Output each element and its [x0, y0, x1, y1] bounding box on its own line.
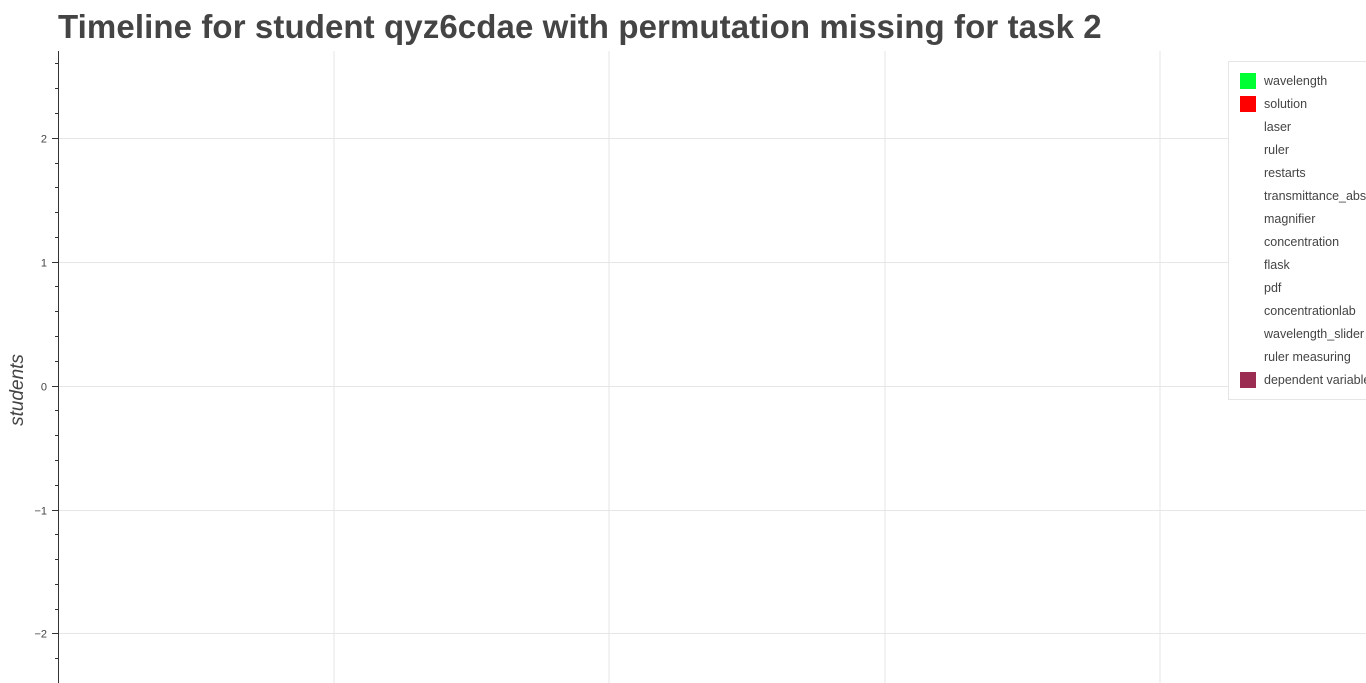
legend-label: magnifier: [1264, 212, 1316, 226]
legend-item[interactable]: ruler measuring: [1240, 348, 1351, 366]
legend-swatch: [1240, 234, 1256, 250]
legend-swatch: [1240, 211, 1256, 227]
legend-label: solution: [1264, 97, 1308, 111]
y-tick-label-0: −2: [34, 629, 47, 641]
legend-item[interactable]: laser: [1240, 118, 1291, 136]
legend-label: dependent variable: [1264, 373, 1366, 387]
legend-item[interactable]: pdf: [1240, 279, 1281, 297]
legend-label: concentration: [1264, 235, 1340, 249]
legend-swatch: [1240, 372, 1256, 388]
legend-label: ruler: [1264, 143, 1290, 157]
y-tick-label-2: 0: [41, 382, 47, 394]
legend-swatch: [1240, 73, 1256, 89]
legend-item[interactable]: transmittance_absorbance: [1240, 187, 1366, 205]
legend-label: ruler measuring: [1264, 350, 1351, 364]
legend-swatch: [1240, 349, 1256, 365]
legend-swatch: [1240, 165, 1256, 181]
legend-item[interactable]: dependent variable: [1240, 371, 1366, 389]
y-tick-label-3: 1: [41, 258, 47, 270]
legend-label: wavelength_slider: [1264, 327, 1365, 341]
legend-label: pdf: [1264, 281, 1282, 295]
legend-item[interactable]: concentrationlab: [1240, 302, 1356, 320]
legend-swatch: [1240, 257, 1256, 273]
y-tick-label-1: −1: [34, 506, 47, 518]
legend-swatch: [1240, 303, 1256, 319]
legend: wavelength solution laser ruler restarts tran…: [1228, 61, 1366, 400]
legend-label: wavelength: [1264, 74, 1328, 88]
legend-item[interactable]: flask: [1240, 256, 1290, 274]
legend-swatch: [1240, 142, 1256, 158]
legend-item[interactable]: concentration: [1240, 233, 1339, 251]
legend-swatch: [1240, 188, 1256, 204]
y-tick-label-4: 2: [41, 134, 47, 146]
legend-label: laser: [1264, 120, 1292, 134]
legend-item[interactable]: ruler: [1240, 141, 1289, 159]
chart-title: Timeline for student qyz6cdae with permu…: [58, 8, 1102, 45]
legend-swatch: [1240, 280, 1256, 296]
legend-item[interactable]: wavelength_slider: [1240, 325, 1364, 343]
legend-label: flask: [1264, 258, 1290, 272]
y-axis-label: students: [7, 354, 28, 426]
legend-swatch: [1240, 119, 1256, 135]
legend-swatch: [1240, 326, 1256, 342]
legend-item[interactable]: magnifier: [1240, 210, 1315, 228]
legend-swatch: [1240, 96, 1256, 112]
legend-item[interactable]: restarts: [1240, 164, 1306, 182]
legend-label: restarts: [1264, 166, 1306, 180]
legend-label: transmittance_absorbance: [1264, 189, 1366, 203]
legend-item[interactable]: wavelength: [1240, 72, 1327, 90]
legend-item[interactable]: solution: [1240, 95, 1307, 113]
legend-label: concentrationlab: [1264, 304, 1356, 318]
